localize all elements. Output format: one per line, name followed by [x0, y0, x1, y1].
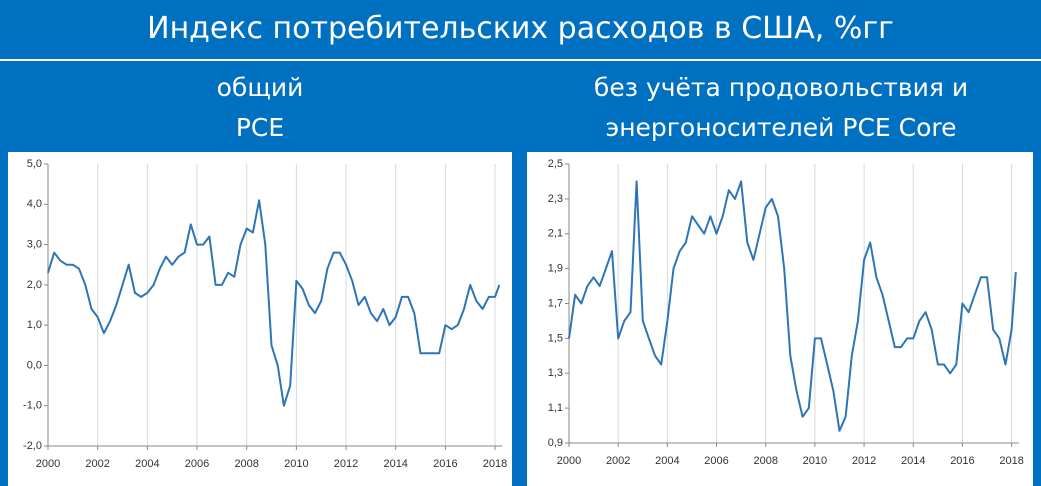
x-tick-label: 2010	[803, 455, 827, 467]
y-tick-label: 0,9	[548, 437, 563, 449]
x-tick-label: 2014	[383, 458, 407, 470]
x-tick-label: 2014	[901, 455, 925, 467]
chart: 2000 2002 2004 2006 2008 2010 2012 2014 2016 2018…	[527, 152, 1033, 486]
y-tick-label: 2,0	[27, 279, 42, 291]
y-tick-label: 1,0	[27, 319, 42, 331]
subtitle: общий PCE	[0, 68, 520, 148]
x-tick-label: 2008	[753, 455, 777, 467]
y-tick-label: 5,0	[27, 158, 42, 170]
x-tick-label: 2004	[655, 455, 679, 467]
y-tick-label: 1,1	[548, 402, 563, 414]
x-tick-label: 2016	[433, 458, 457, 470]
data-line	[568, 180, 1017, 432]
x-tick-label: 2002	[606, 455, 630, 467]
x-tick-label: 2000	[36, 458, 60, 470]
chart: 2000 2002 2004 2006 2008 2010 2012 2014 2016 2018…	[8, 152, 512, 486]
x-tick-label: 2002	[85, 458, 109, 470]
subtitle: без учёта продовольствия и энергоносител…	[521, 68, 1041, 148]
x-tick-label: 2018	[999, 455, 1023, 467]
x-tick-label: 2016	[950, 455, 974, 467]
separator	[0, 59, 1041, 61]
y-tick-label: 1,7	[548, 297, 563, 309]
slide-title: Индекс потребительских расходов в США, %…	[147, 11, 894, 46]
y-tick-label: 2,3	[548, 193, 563, 205]
y-tick-label: 2,5	[548, 158, 563, 170]
y-tick-label: 1,3	[548, 367, 563, 379]
x-tick-label: 2012	[852, 455, 876, 467]
x-tick-label: 2000	[557, 455, 581, 467]
x-tick-label: 2012	[334, 458, 358, 470]
data-line	[47, 199, 501, 407]
x-tick-label: 2006	[704, 455, 728, 467]
y-tick-label: -1,0	[23, 400, 42, 412]
y-tick-label: 0,0	[27, 359, 42, 371]
y-tick-label: -2,0	[23, 440, 42, 452]
y-tick-label: 3,0	[27, 238, 42, 250]
y-tick-label: 1,9	[548, 263, 563, 275]
y-tick-label: 2,1	[548, 228, 563, 240]
x-tick-label: 2008	[234, 458, 258, 470]
y-tick-label: 1,5	[548, 332, 563, 344]
x-tick-label: 2018	[483, 458, 507, 470]
subtitle-line: без учёта продовольствия и	[593, 73, 969, 102]
x-tick-label: 2010	[284, 458, 308, 470]
y-tick-label: 4,0	[27, 198, 42, 210]
subtitle-line: PCE	[235, 113, 285, 142]
subtitle-line: общий	[216, 73, 304, 102]
x-tick-label: 2006	[185, 458, 209, 470]
subtitle-line: энергоносителей PCE Core	[605, 113, 957, 142]
x-tick-label: 2004	[135, 458, 159, 470]
